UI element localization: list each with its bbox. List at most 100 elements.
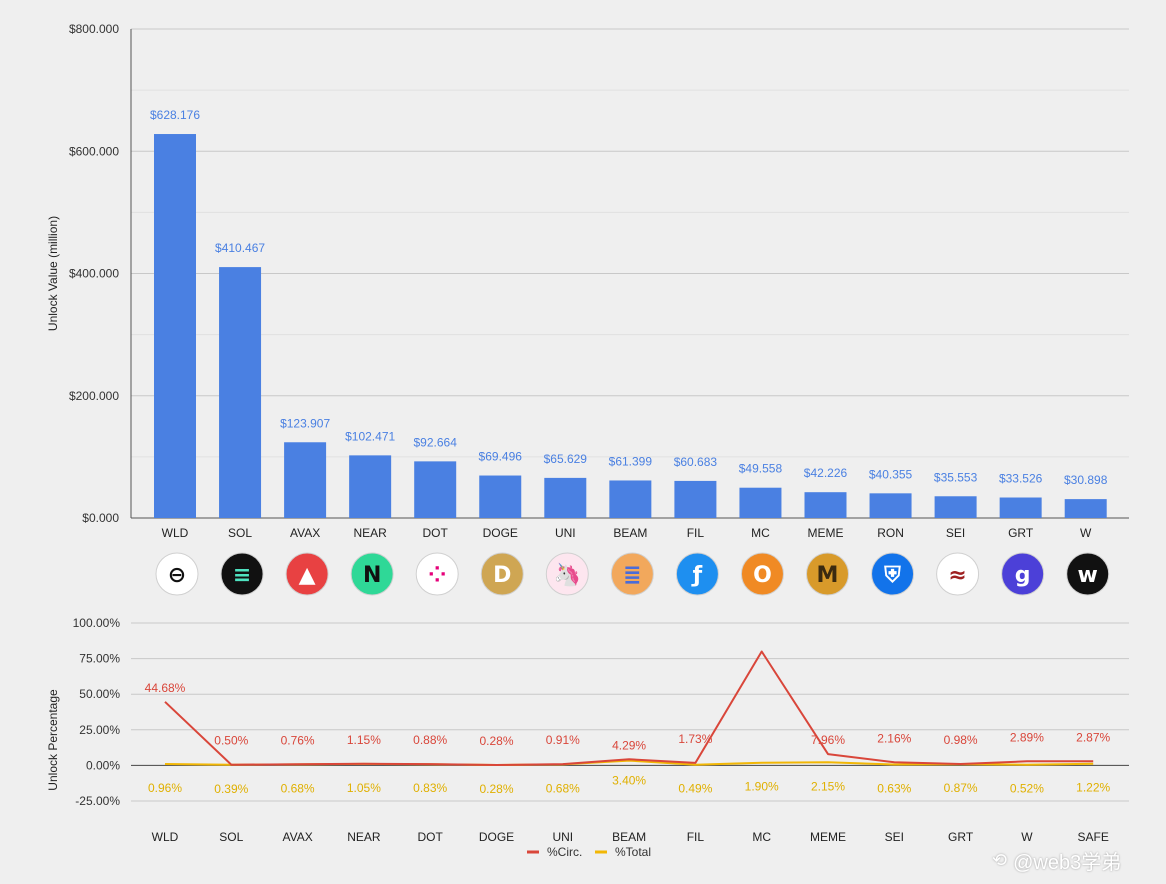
y-tick-label: $200.000 xyxy=(69,389,119,403)
bar-data-label: $92.664 xyxy=(414,435,458,449)
watermark-text: @web3学弟 xyxy=(1013,852,1122,874)
x-category-label: FIL xyxy=(687,830,705,844)
total-data-label: 2.15% xyxy=(811,779,845,793)
mc-icon: O xyxy=(740,552,784,596)
x-category-label: GRT xyxy=(1008,526,1034,540)
x-category-label: MEME xyxy=(810,830,846,844)
total-data-label: 0.63% xyxy=(877,782,911,796)
bar-data-label: $65.629 xyxy=(544,452,588,466)
avalanche-icon-circle xyxy=(285,552,329,596)
y-axis-title: Unlock Percentage xyxy=(46,689,60,791)
x-category-label: BEAM xyxy=(613,526,647,540)
watermark: ⟲ @web3学弟 xyxy=(992,846,1121,875)
bar-sei xyxy=(934,496,977,518)
total-data-label: 1.05% xyxy=(347,781,381,795)
bar-dot xyxy=(414,461,457,518)
solana-icon-glyph: ≡ xyxy=(233,563,251,588)
beam-icon-glyph: ≣ xyxy=(623,563,641,588)
legend-label: %Total xyxy=(615,845,651,859)
circ-data-label: 4.29% xyxy=(612,738,646,752)
graph-icon-glyph: g xyxy=(1015,563,1031,588)
solana-icon-circle xyxy=(220,552,264,596)
y-tick-label: $400.000 xyxy=(69,267,119,281)
x-category-label: AVAX xyxy=(290,526,320,540)
total-data-label: 0.68% xyxy=(281,781,315,795)
polkadot-icon-circle xyxy=(415,552,459,596)
bar-meme xyxy=(804,492,847,518)
worldcoin-icon-circle xyxy=(155,552,199,596)
bar-grt xyxy=(999,497,1042,518)
ronin-icon-circle xyxy=(871,552,915,596)
x-category-label: SEI xyxy=(946,526,965,540)
avalanche-icon: ▲ xyxy=(285,552,329,596)
x-category-label: UNI xyxy=(555,526,576,540)
bar-doge xyxy=(479,475,522,518)
circ-data-label: 0.28% xyxy=(479,734,513,748)
x-category-label: NEAR xyxy=(353,526,387,540)
bar-data-label: $33.526 xyxy=(999,472,1043,486)
circ-data-label: 0.88% xyxy=(413,733,447,747)
bar-w xyxy=(1064,499,1107,518)
filecoin-icon-circle xyxy=(675,552,719,596)
circ-data-label: 7.96% xyxy=(811,733,845,747)
circ-data-label: 0.50% xyxy=(214,734,248,748)
bar-wld xyxy=(154,134,196,519)
y-tick-label: 50.00% xyxy=(79,687,120,701)
y-tick-label: 0.00% xyxy=(86,758,120,772)
total-data-label: 1.22% xyxy=(1076,781,1110,795)
x-category-label: WLD xyxy=(152,830,179,844)
total-data-label: 0.39% xyxy=(214,782,248,796)
meme-icon-circle xyxy=(806,552,849,596)
filecoin-icon: ƒ xyxy=(675,552,719,596)
mc-icon-glyph: O xyxy=(753,563,772,588)
near-icon-circle xyxy=(350,552,394,596)
dogecoin-icon-circle xyxy=(480,552,524,596)
graph-icon-circle xyxy=(1001,552,1045,596)
x-category-label: DOT xyxy=(423,526,449,540)
total-data-label: 3.40% xyxy=(612,774,646,788)
bar-chart: $0.000 $200.000 $400.000 $600.000 $800.000 Un… xyxy=(46,22,1129,596)
total-data-label: 0.96% xyxy=(148,781,182,795)
meme-icon-glyph: M xyxy=(817,563,839,588)
uniswap-icon: 🦄 xyxy=(545,552,589,596)
legend: %Circ. %Total xyxy=(527,845,651,859)
x-category-label: SOL xyxy=(228,526,252,540)
dogecoin-icon: D xyxy=(480,552,524,596)
circ-data-label: 1.73% xyxy=(678,732,712,746)
sei-icon: ≈ xyxy=(936,552,980,596)
x-category-label: W xyxy=(1021,830,1033,844)
sei-icon-glyph: ≈ xyxy=(948,563,966,588)
x-category-label: SAFE xyxy=(1078,830,1109,844)
total-data-label: 0.68% xyxy=(546,781,580,795)
y-axis-title: Unlock Value (million) xyxy=(46,216,60,331)
total-data-label: 0.87% xyxy=(944,781,978,795)
bar-avax xyxy=(284,442,327,518)
bar-uni xyxy=(544,477,587,518)
mc-icon-circle xyxy=(740,552,784,596)
bar-data-label: $30.898 xyxy=(1064,473,1108,487)
bar-data-label: $35.553 xyxy=(934,470,978,484)
y-tick-label: $800.000 xyxy=(69,22,119,36)
bar-ron xyxy=(869,493,912,518)
x-category-label: DOGE xyxy=(479,830,514,844)
sei-icon-circle xyxy=(936,552,980,596)
x-category-label: DOT xyxy=(418,830,444,844)
circ-data-label: 44.68% xyxy=(145,681,186,695)
x-category-label: AVAX xyxy=(282,830,312,844)
bar-sol xyxy=(219,267,262,518)
circ-data-label: 2.87% xyxy=(1076,730,1110,744)
y-tick-label: 100.00% xyxy=(73,616,121,630)
circ-data-label: 1.15% xyxy=(347,733,381,747)
bar-data-label: $40.355 xyxy=(869,467,913,481)
wormhole-icon-glyph: w xyxy=(1078,563,1098,588)
bar-fil xyxy=(674,480,717,518)
y-tick-label: $600.000 xyxy=(69,144,119,158)
uniswap-icon-glyph: 🦄 xyxy=(554,562,581,588)
filecoin-icon-glyph: ƒ xyxy=(691,563,703,588)
x-category-label: GRT xyxy=(948,830,974,844)
total-data-label: 0.28% xyxy=(479,782,513,796)
y-tick-label: $0.000 xyxy=(82,511,119,525)
share-icon: ⟲ xyxy=(992,850,1008,870)
bar-data-label: $410.467 xyxy=(215,241,265,255)
